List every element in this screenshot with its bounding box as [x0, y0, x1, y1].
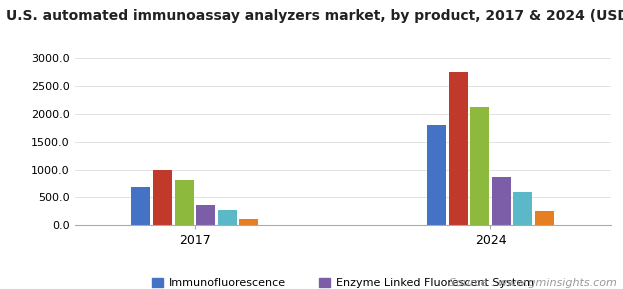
Bar: [492, 177, 511, 225]
Legend: Immunofluorescence, Chemiluminescence, ELISA, Enzyme Linked Fluorescent System, : Immunofluorescence, Chemiluminescence, E…: [152, 278, 533, 289]
Bar: [239, 219, 258, 225]
Bar: [174, 179, 194, 225]
Bar: [449, 72, 468, 225]
Bar: [217, 210, 237, 225]
Text: U.S. automated immunoassay analyzers market, by product, 2017 & 2024 (USD Millio: U.S. automated immunoassay analyzers mar…: [6, 9, 623, 23]
Bar: [153, 170, 172, 225]
Bar: [513, 192, 532, 225]
Text: Source : www.gminsights.com: Source : www.gminsights.com: [449, 277, 617, 288]
Bar: [470, 107, 489, 225]
Bar: [196, 205, 215, 225]
Bar: [427, 125, 446, 225]
Bar: [131, 188, 150, 225]
Bar: [535, 211, 554, 225]
